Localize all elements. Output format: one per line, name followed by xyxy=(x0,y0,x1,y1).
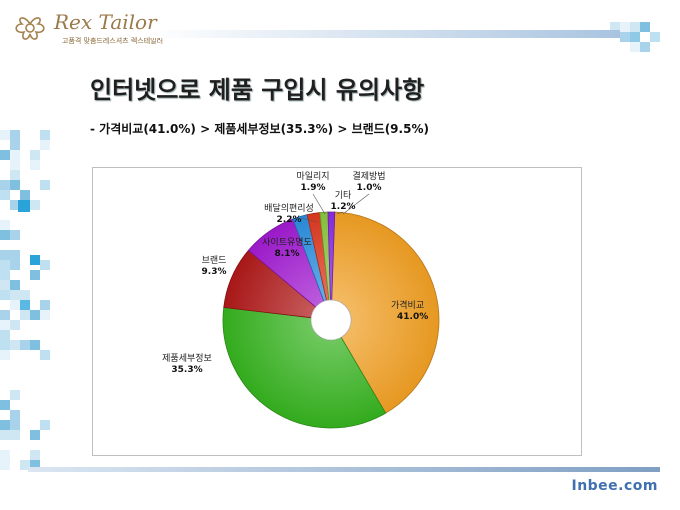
chart-frame: 가격비교 41.0% 제품세부정보 35.3% 브랜드 9.3% 사이트유명도 8.1% 배달의… xyxy=(92,167,582,456)
leader-line-4 xyxy=(300,217,318,223)
slice-label-4: 배달의편리성 xyxy=(264,202,314,214)
slice-label-0: 가격비교 xyxy=(391,299,424,311)
footer-brand: Inbee.com xyxy=(571,478,658,494)
slice-value-7: 1.0% xyxy=(357,183,382,193)
logo-tagline: 고품격 맞춤드레스셔츠 렉스테일러 xyxy=(62,37,164,45)
slice-label-2: 브랜드 xyxy=(202,255,227,266)
slice-value-5: 1.9% xyxy=(301,183,326,193)
pie-center-hole xyxy=(310,299,352,341)
slice-value-6: 1.2% xyxy=(331,202,356,212)
slice-value-2: 9.3% xyxy=(202,267,227,277)
slice-label-1: 제품세부정보 xyxy=(162,353,212,364)
slice-label-6: 기타 xyxy=(335,190,352,201)
slice-label-3: 사이트유명도 xyxy=(262,237,312,248)
header-gradient-bar xyxy=(150,30,620,38)
slice-value-4: 2.2% xyxy=(277,215,302,225)
logo: Rex Tailor 고품격 맞춤드레스셔츠 렉스테일러 xyxy=(10,8,164,48)
slice-label-5: 마일리지 xyxy=(296,171,329,182)
slice-value-0: 41.0% xyxy=(397,312,428,322)
logo-script: Rex Tailor xyxy=(54,10,157,34)
footer-gradient-bar xyxy=(28,467,660,472)
slice-value-1: 35.3% xyxy=(171,365,202,375)
slice-value-3: 8.1% xyxy=(275,249,300,259)
page-title: 인터넷으로 제품 구입시 유의사항 xyxy=(90,76,425,104)
leader-line-7 xyxy=(342,193,370,215)
page-subtitle: - 가격비교(41.0%) > 제품세부정보(35.3%) > 브랜드(9.5%… xyxy=(90,122,429,136)
leader-line-6 xyxy=(336,211,344,215)
slice-label-7: 결제방법 xyxy=(352,171,385,182)
flower-ornament-icon xyxy=(15,17,45,40)
leader-line-5 xyxy=(312,193,326,215)
